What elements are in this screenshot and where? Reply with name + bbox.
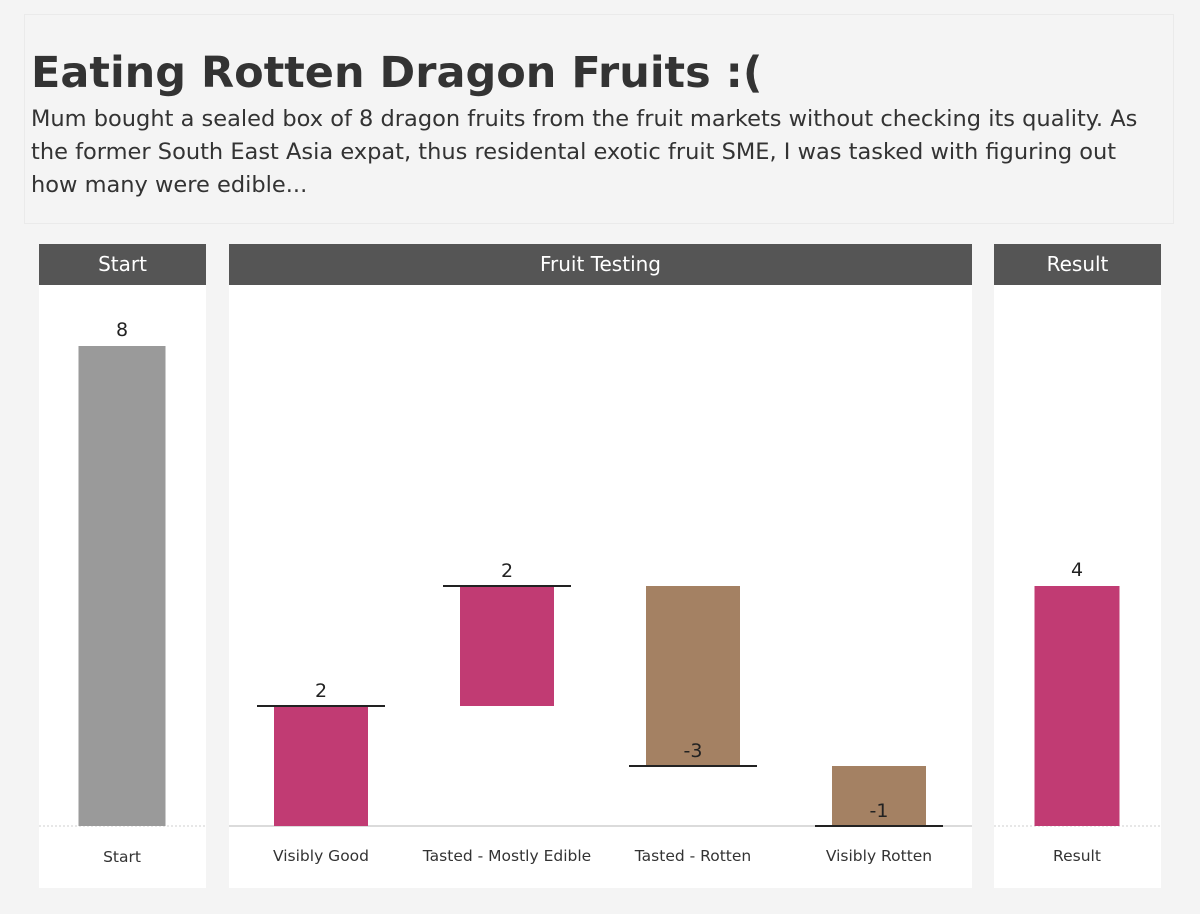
data-label-start: 8 xyxy=(116,319,128,341)
start-panel-header: Start xyxy=(39,244,206,285)
bar-start xyxy=(78,346,166,826)
bar-visibly-good xyxy=(274,706,368,826)
category-label-start: Start xyxy=(103,848,141,866)
data-label-visibly-good: 2 xyxy=(315,680,327,702)
result-panel-header: Result xyxy=(994,244,1161,285)
bar-result xyxy=(1034,586,1120,826)
data-label-visibly-rotten: -1 xyxy=(870,800,889,822)
page-subtitle: Mum bought a sealed box of 8 dragon frui… xyxy=(31,106,1138,198)
fruit-testing-panel-header: Fruit Testing xyxy=(229,244,972,285)
bar-tasted-rotten xyxy=(646,586,740,766)
bar-visibly-rotten xyxy=(832,766,926,826)
category-label-tasted-rotten: Tasted - Rotten xyxy=(634,847,751,865)
category-label-result: Result xyxy=(1053,847,1101,865)
category-label-tasted-mostly-edible: Tasted - Mostly Edible xyxy=(422,847,591,865)
data-label-tasted-mostly-edible: 2 xyxy=(501,560,513,582)
header-card xyxy=(24,14,1174,224)
category-label-visibly-good: Visibly Good xyxy=(273,847,369,865)
page-title: Eating Rotten Dragon Fruits :( xyxy=(31,48,763,98)
category-label-visibly-rotten: Visibly Rotten xyxy=(826,847,932,865)
data-label-tasted-rotten: -3 xyxy=(684,740,703,762)
data-label-result: 4 xyxy=(1071,559,1083,581)
bar-tasted-mostly-edible xyxy=(460,586,554,706)
